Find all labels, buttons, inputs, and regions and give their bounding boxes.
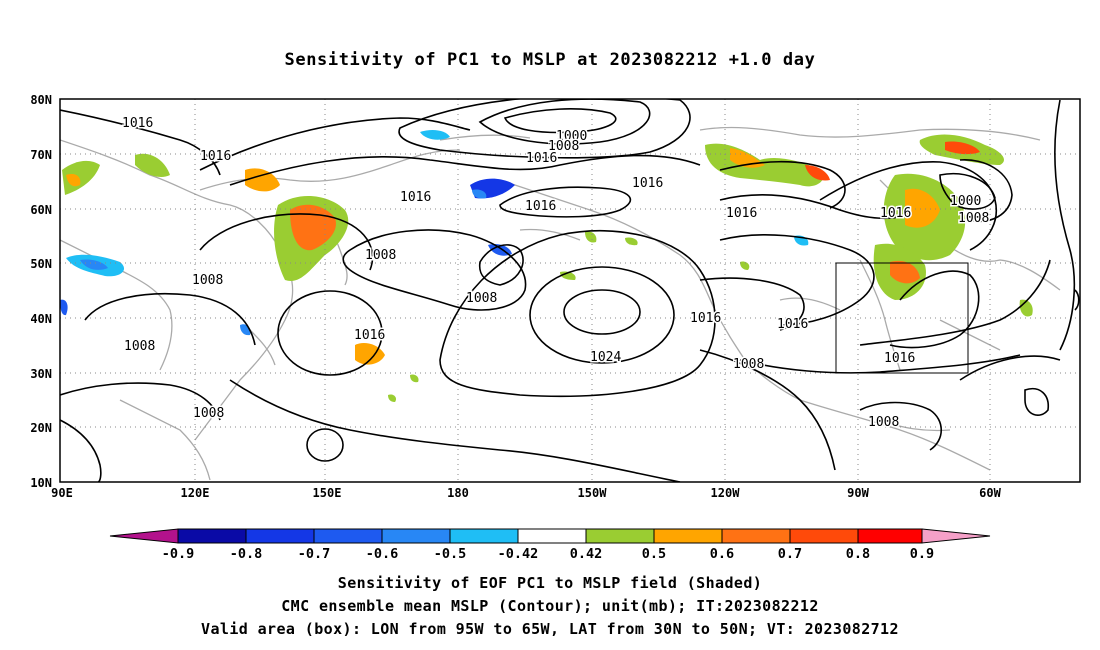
contour-label: 1008 [466, 291, 497, 306]
contour-label: 1000 [950, 194, 981, 209]
contour-labels: 1016 1016 1000 1008 1016 1016 1016 1016 … [121, 115, 991, 432]
lon-label: 120E [181, 486, 210, 500]
colorbar-swatch [449, 528, 519, 544]
lat-label: 60N [30, 203, 52, 217]
colorbar-swatch [109, 528, 179, 544]
caption-shading: Sensitivity of EOF PC1 to MSLP field (Sh… [337, 574, 763, 592]
contour-label: 1016 [884, 351, 915, 366]
colorbar-label: -0.42 [498, 546, 539, 562]
colorbar-label: -0.9 [162, 546, 195, 562]
contour-label: 1016 [525, 199, 556, 214]
map-frame [59, 98, 1081, 483]
contour-label: 1008 [365, 248, 396, 263]
colorbar-label: -0.6 [366, 546, 399, 562]
colorbar-label: -0.7 [298, 546, 331, 562]
colorbar-label: -0.5 [434, 546, 467, 562]
colorbar-label: -0.8 [230, 546, 263, 562]
colorbar-label: 0.6 [710, 546, 734, 562]
lon-label: 90W [847, 486, 869, 500]
colorbar-swatch [381, 528, 451, 544]
lat-label: 80N [30, 93, 52, 107]
colorbar [109, 528, 991, 544]
contour-label: 1008 [733, 357, 764, 372]
colorbar-labels: -0.9 -0.8 -0.7 -0.6 -0.5 -0.42 0.42 0.5 … [162, 546, 934, 562]
colorbar-swatch [177, 528, 247, 544]
latitude-axis: 80N 70N 60N 50N 40N 30N 20N 10N [30, 93, 52, 490]
lat-label: 10N [30, 476, 52, 490]
colorbar-swatch [245, 528, 315, 544]
colorbar-swatch [789, 528, 859, 544]
colorbar-swatch [517, 528, 587, 544]
colorbar-label: 0.7 [778, 546, 802, 562]
contour-label: 1008 [192, 273, 223, 288]
contour-label: 1016 [632, 176, 663, 191]
lon-label: 90E [51, 486, 73, 500]
colorbar-label: 0.5 [642, 546, 666, 562]
contour-label: 1016 [122, 116, 153, 131]
caption-valid-area: Valid area (box): LON from 95W to 65W, L… [201, 620, 899, 638]
contour-label: 1016 [726, 206, 757, 221]
caption-contour: CMC ensemble mean MSLP (Contour); unit(m… [281, 597, 819, 615]
contour-label: 1008 [124, 339, 155, 354]
lon-label: 150E [313, 486, 342, 500]
contour-label: 1016 [880, 206, 911, 221]
contour-label: 1008 [958, 211, 989, 226]
colorbar-label: 0.42 [570, 546, 603, 562]
contour-label: 1016 [400, 190, 431, 205]
colorbar-label: 0.9 [910, 546, 934, 562]
map-title: Sensitivity of PC1 to MSLP at 2023082212… [284, 50, 816, 70]
lon-label: 150W [578, 486, 608, 500]
valid-area-box [835, 262, 969, 374]
colorbar-swatch [857, 528, 923, 544]
lon-label: 60W [979, 486, 1001, 500]
contour-label: 1008 [868, 415, 899, 430]
lat-label: 70N [30, 148, 52, 162]
lat-label: 50N [30, 257, 52, 271]
colorbar-swatch [653, 528, 723, 544]
contour-label: 1000 [556, 129, 587, 144]
contour-label: 1008 [193, 406, 224, 421]
lat-label: 30N [30, 367, 52, 381]
contour-label: 1016 [526, 151, 557, 166]
lat-label: 40N [30, 312, 52, 326]
contour-label: 1008 [548, 139, 579, 154]
longitude-axis: 90E 120E 150E 180 150W 120W 90W 60W [51, 486, 1001, 500]
colorbar-swatch [721, 528, 791, 544]
contour-label: 1016 [690, 311, 721, 326]
contour-label: 1016 [777, 317, 808, 332]
mslp-contours [60, 99, 1080, 482]
lon-label: 180 [447, 486, 469, 500]
contour-label: 1016 [354, 328, 385, 343]
lat-label: 20N [30, 421, 52, 435]
colorbar-swatch [921, 528, 991, 544]
colorbar-label: 0.8 [846, 546, 870, 562]
contour-label: 1024 [590, 350, 621, 365]
contour-label: 1016 [200, 149, 231, 164]
colorbar-swatch [313, 528, 383, 544]
colorbar-swatch [585, 528, 655, 544]
lon-label: 120W [711, 486, 741, 500]
